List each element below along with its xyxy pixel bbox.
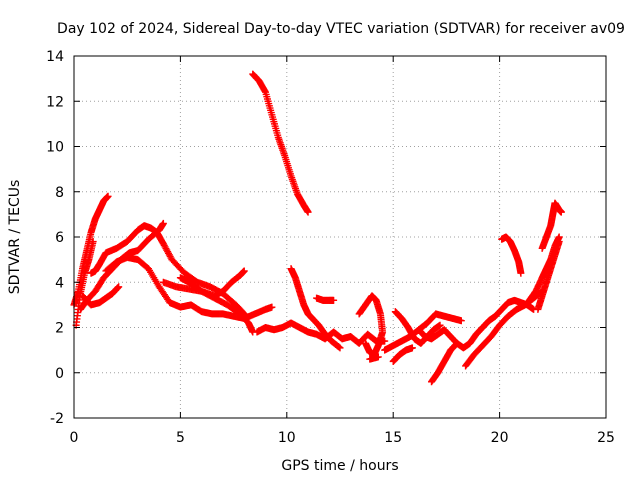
series-arc-24: [366, 353, 382, 363]
series-arc-6: [102, 253, 276, 322]
data-point: [115, 283, 123, 291]
series-arc-13: [355, 292, 387, 359]
x-tick-label: 20: [491, 430, 509, 446]
series-arc-5: [87, 222, 248, 318]
series-arc-8: [176, 267, 248, 300]
y-tick-label: 8: [55, 185, 64, 201]
x-tick-label: 5: [176, 430, 185, 446]
data-point: [517, 269, 525, 277]
x-tick-label: 10: [278, 430, 296, 446]
series-arc-11: [287, 265, 344, 352]
data-point: [362, 339, 370, 347]
series-arc-15: [391, 308, 444, 347]
plot-area: [70, 70, 565, 386]
tick-labels: 0 5 10 15 20 25 -2 0 2 4 6 8 10 12 14: [46, 49, 615, 446]
y-tick-label: 6: [55, 230, 64, 246]
data-point: [304, 208, 312, 216]
data-point: [453, 339, 461, 347]
y-axis-label: SDTVAR / TECUs: [7, 180, 23, 295]
data-point: [374, 353, 382, 361]
series-arc-14: [381, 310, 465, 354]
x-tick-label: 0: [70, 430, 79, 446]
x-tick-label: 15: [384, 430, 402, 446]
x-axis-label: GPS time / hours: [281, 458, 398, 474]
y-tick-label: 14: [46, 49, 64, 65]
data-point: [104, 192, 112, 200]
series-arc-17: [428, 339, 461, 386]
y-tick-label: 0: [55, 366, 64, 382]
series-arc-22: [538, 199, 565, 252]
y-tick-label: 10: [46, 140, 64, 156]
data-point: [268, 303, 276, 311]
series-arc-12: [313, 294, 338, 304]
data-point: [159, 219, 167, 227]
series-arc-23: [389, 344, 416, 365]
data-point: [408, 344, 416, 352]
series-arc-16: [415, 296, 538, 352]
y-tick-label: 12: [46, 94, 64, 110]
ticks: [73, 55, 607, 419]
data-point: [457, 317, 465, 325]
series-arc-19: [498, 233, 525, 277]
data-point: [557, 208, 565, 216]
series-arc-21: [534, 238, 563, 313]
data-point: [240, 267, 248, 275]
series-arc-2: [72, 238, 97, 329]
x-tick-label: 25: [597, 430, 615, 446]
y-tick-label: 4: [55, 275, 64, 291]
data-point: [336, 344, 344, 352]
chart-title: Day 102 of 2024, Sidereal Day-to-day VTE…: [57, 21, 625, 37]
data-point: [555, 238, 563, 246]
series-arc-4: [79, 283, 123, 309]
series-arc-9: [249, 70, 312, 216]
data-point: [330, 296, 338, 304]
data-point: [89, 238, 97, 246]
y-tick-label: -2: [50, 411, 64, 427]
data-point: [436, 321, 444, 329]
y-tick-label: 2: [55, 321, 64, 337]
